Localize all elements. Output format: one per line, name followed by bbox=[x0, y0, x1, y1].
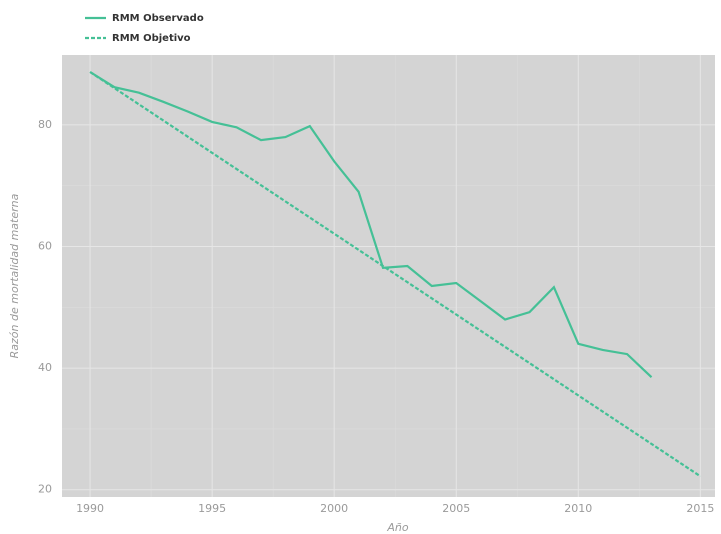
legend-label: RMM Objetivo bbox=[112, 33, 191, 44]
y-tick-label: 40 bbox=[38, 361, 52, 374]
y-tick-label: 80 bbox=[38, 118, 52, 131]
x-tick-label: 1995 bbox=[198, 502, 226, 515]
y-axis-label: Razón de mortalidad materna bbox=[8, 193, 21, 358]
x-tick-label: 2010 bbox=[564, 502, 592, 515]
x-tick-label: 2005 bbox=[442, 502, 470, 515]
x-tick-label: 1990 bbox=[76, 502, 104, 515]
x-tick-label: 2000 bbox=[320, 502, 348, 515]
x-tick-label: 2015 bbox=[686, 502, 714, 515]
legend-label: RMM Observado bbox=[112, 13, 204, 24]
y-tick-label: 20 bbox=[38, 483, 52, 496]
plot-background bbox=[62, 55, 715, 497]
x-axis-label: Año bbox=[386, 521, 408, 534]
data-line bbox=[89, 71, 702, 478]
y-tick-label: 60 bbox=[38, 240, 52, 253]
data-line bbox=[89, 71, 653, 378]
